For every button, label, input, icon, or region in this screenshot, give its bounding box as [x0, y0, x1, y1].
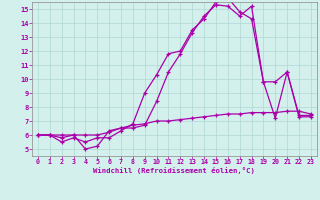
X-axis label: Windchill (Refroidissement éolien,°C): Windchill (Refroidissement éolien,°C)	[93, 167, 255, 174]
